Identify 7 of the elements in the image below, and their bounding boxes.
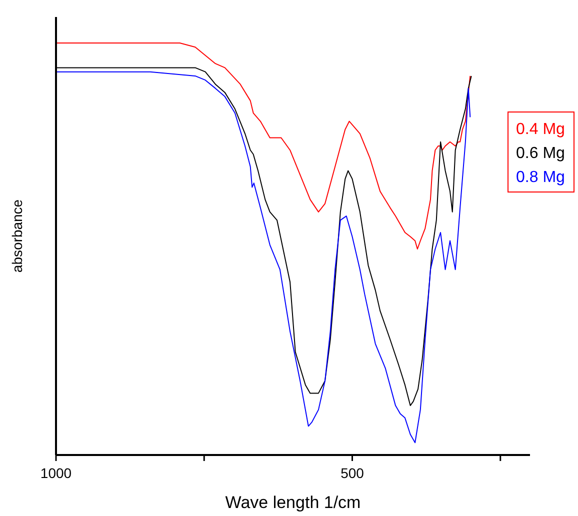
text: 0.4 Mg: [516, 121, 565, 138]
x-tick-label: 500: [340, 465, 364, 481]
x-axis-title: Wave length 1/cm: [225, 493, 361, 512]
text: 0.8 Mg: [516, 169, 565, 186]
y-axis-title: absorbance: [9, 199, 25, 273]
text: 0.6 Mg: [516, 145, 565, 162]
x-tick-label: 1000: [40, 465, 72, 481]
